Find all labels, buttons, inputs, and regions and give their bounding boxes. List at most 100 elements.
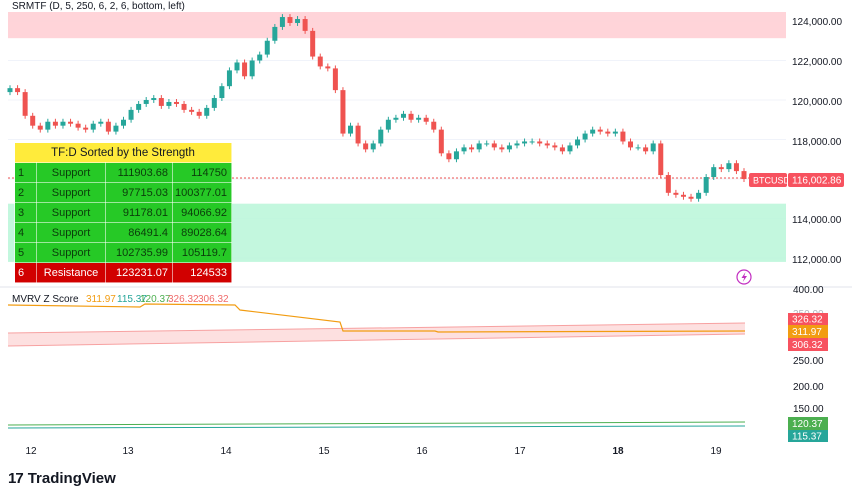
candle-body xyxy=(7,88,13,93)
table-row: 2 Support 97715.03 100377.01 xyxy=(14,182,232,203)
candle-body xyxy=(113,125,119,132)
last-price-label: 116,002.86 xyxy=(792,176,842,187)
mvrv-green-line xyxy=(7,421,746,426)
row-type: Support xyxy=(36,202,106,223)
candle-body xyxy=(582,133,588,140)
price-axis: 124,000.00 122,000.00 120,000.00 118,000… xyxy=(792,17,842,266)
mvrv-value: 120.37 xyxy=(140,294,171,305)
candle-body xyxy=(279,17,285,27)
row-high: 89028.64 xyxy=(172,222,232,243)
candle-body xyxy=(348,125,354,134)
tradingview-logo[interactable]: 17 TradingView xyxy=(8,470,116,487)
candle-body xyxy=(181,103,187,110)
candle-body xyxy=(173,101,179,104)
row-high: 94066.92 xyxy=(172,202,232,223)
candle-body xyxy=(226,70,232,87)
mvrv-badge xyxy=(788,338,828,351)
mvrv-band xyxy=(8,323,745,346)
candle-body xyxy=(249,60,255,77)
mvrv-badge xyxy=(788,325,828,338)
candle-body xyxy=(711,167,717,178)
candle-body xyxy=(317,56,323,67)
row-index: 2 xyxy=(14,182,37,203)
row-high: 124533 xyxy=(172,262,232,283)
table-row: 3 Support 91178.01 94066.92 xyxy=(14,202,232,223)
tradingview-wordmark: TradingView xyxy=(27,470,116,487)
candle-body xyxy=(302,19,308,31)
mvrv-upper-line xyxy=(7,322,746,334)
mvrv-badge xyxy=(788,430,828,442)
candle-body xyxy=(673,192,679,195)
date-axis: 12 13 14 15 16 17 18 19 xyxy=(25,446,722,457)
candle-body xyxy=(665,175,671,193)
candle-body xyxy=(166,101,172,106)
price-tick: 114,000.00 xyxy=(792,215,842,226)
candle-body xyxy=(612,131,618,134)
mvrv-lower-line xyxy=(7,333,746,347)
mvrv-orange-line xyxy=(7,303,746,333)
price-tick: 112,000.00 xyxy=(792,255,842,266)
candle-body xyxy=(476,143,482,150)
candle-body xyxy=(355,125,361,144)
candle-body xyxy=(680,194,686,197)
table-row: 4 Support 86491.4 89028.64 xyxy=(14,222,232,243)
candle-body xyxy=(257,54,263,61)
row-low: 86491.4 xyxy=(105,222,173,243)
candle-body xyxy=(143,100,149,104)
candle-body xyxy=(158,98,164,106)
candle-body xyxy=(22,92,28,116)
candle-body xyxy=(385,119,391,130)
candle-body xyxy=(60,121,66,126)
row-low: 123231.07 xyxy=(105,262,173,283)
price-tick: 118,000.00 xyxy=(792,137,842,148)
last-price-badge xyxy=(788,173,844,187)
table-row: 1 Support 111903.68 114750 xyxy=(14,162,232,183)
mvrv-tick: 200.00 xyxy=(793,382,824,393)
row-type: Support xyxy=(36,222,106,243)
candle-body xyxy=(310,30,316,57)
candle-body xyxy=(461,147,467,152)
row-high: 100377.01 xyxy=(172,182,232,203)
date-tick: 18 xyxy=(612,446,624,457)
row-high: 114750 xyxy=(172,162,232,183)
row-high: 105119.7 xyxy=(172,242,232,263)
candle-body xyxy=(37,125,43,130)
candle-body xyxy=(597,129,603,132)
mvrv-value: 311.97 xyxy=(86,294,116,305)
candle-body xyxy=(211,98,217,108)
candle-body xyxy=(416,117,422,120)
candle-body xyxy=(605,131,611,134)
candle-body xyxy=(431,121,437,130)
price-candles xyxy=(7,14,747,202)
candle-body xyxy=(544,143,550,146)
candle-body xyxy=(635,147,641,149)
candle-body xyxy=(52,121,58,126)
row-low: 97715.03 xyxy=(105,182,173,203)
row-low: 111903.68 xyxy=(105,162,173,183)
candle-body xyxy=(189,109,195,112)
row-index: 4 xyxy=(14,222,37,243)
candle-body xyxy=(90,123,96,130)
candle-body xyxy=(83,127,89,130)
row-low: 91178.01 xyxy=(105,202,173,223)
mvrv-badge-label: 115.37 xyxy=(792,432,822,443)
candle-body xyxy=(453,151,459,160)
mvrv-badge xyxy=(788,417,828,430)
row-type: Resistance xyxy=(36,262,106,283)
row-type: Support xyxy=(36,242,106,263)
flash-icon[interactable] xyxy=(736,269,752,285)
price-tick: 122,000.00 xyxy=(792,57,842,68)
candle-body xyxy=(234,62,240,71)
mvrv-badge xyxy=(788,313,828,325)
mvrv-badge-label: 306.32 xyxy=(792,340,823,351)
candle-body xyxy=(121,119,127,126)
candle-body xyxy=(15,88,21,93)
candle-body xyxy=(136,103,142,110)
mvrv-badge-label: 311.97 xyxy=(792,327,822,338)
row-index: 5 xyxy=(14,242,37,263)
candle-body xyxy=(696,192,702,199)
price-tick: 124,000.00 xyxy=(792,17,842,28)
candle-body xyxy=(469,147,475,150)
mvrv-values: 311.97 115.37 120.37 326.32 306.32 xyxy=(86,294,229,305)
candle-body xyxy=(45,121,51,130)
